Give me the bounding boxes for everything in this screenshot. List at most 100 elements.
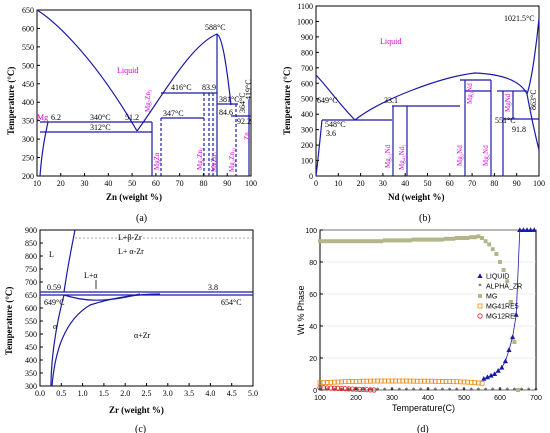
mg41re5-point bbox=[360, 378, 366, 384]
mg-point bbox=[368, 239, 373, 244]
mg-point bbox=[418, 237, 423, 242]
panel-a-tag: (a) bbox=[136, 213, 147, 224]
y-tick-label: 750 bbox=[25, 265, 37, 274]
panel-a-liquidus-right bbox=[136, 33, 232, 132]
panel-b-ann-649: 649°C bbox=[317, 96, 338, 105]
y-tick-label: 1100 bbox=[297, 2, 313, 11]
mg-point bbox=[404, 238, 409, 243]
x-tick-label: 10 bbox=[33, 179, 41, 188]
panel-a-ann-340: 340°C bbox=[90, 113, 111, 122]
panel-b-ann-331: 33.1 bbox=[384, 96, 398, 105]
panel-b-ann-36: 3.6 bbox=[326, 129, 336, 138]
alpha-zr-point: * bbox=[390, 387, 394, 395]
legend-label: MG bbox=[486, 294, 497, 301]
panel-c-tag: (c) bbox=[135, 424, 146, 433]
x-tick-label: 4.5 bbox=[227, 389, 237, 398]
panel-d-ticks: 100 200 300 400 500 600 700 0 20 40 60 80 100 bbox=[305, 228, 542, 402]
liquid-point bbox=[524, 227, 530, 232]
y-tick-label: 550 bbox=[25, 317, 37, 326]
x-tick-label: 1.0 bbox=[78, 389, 88, 398]
alpha-zr-point: * bbox=[405, 387, 409, 395]
x-tick-label: 90 bbox=[513, 179, 521, 188]
x-tick-label: 40 bbox=[401, 179, 409, 188]
panel-c-ann-649: 649°C bbox=[44, 298, 65, 307]
x-tick-label: 50 bbox=[424, 179, 432, 188]
mg-point bbox=[332, 239, 337, 244]
panel-a-phase-mg2zn3: Mg₂Zn₃ bbox=[196, 147, 204, 170]
alpha-zr-point: * bbox=[505, 387, 509, 395]
mg-point bbox=[375, 239, 380, 244]
x-tick-label: 80 bbox=[490, 179, 498, 188]
x-tick-label: 50 bbox=[128, 179, 136, 188]
panel-b-tag: (b) bbox=[419, 213, 431, 224]
mg-point bbox=[325, 239, 330, 244]
x-tick-label: 60 bbox=[152, 179, 160, 188]
panel-b-ann-863: 863°C bbox=[529, 89, 538, 110]
y-tick-label: 800 bbox=[25, 252, 37, 261]
alpha-zr-point: * bbox=[527, 387, 531, 395]
alpha-zr-point: * bbox=[448, 387, 452, 395]
x-tick-label: 20 bbox=[57, 179, 65, 188]
liquid-point bbox=[499, 364, 505, 370]
y-tick-label: 900 bbox=[25, 226, 37, 235]
mg-point bbox=[343, 239, 348, 244]
mg-point bbox=[354, 239, 358, 244]
alpha-zr-point: * bbox=[498, 387, 502, 395]
y-tick-label: 600 bbox=[25, 304, 37, 313]
x-tick-label: 100 bbox=[533, 179, 545, 188]
alpha-zr-point: * bbox=[397, 387, 401, 395]
mg12re-point bbox=[342, 386, 348, 392]
panel-c: 0.0 0.5 1.0 1.5 2.0 2.5 3.0 3.5 4.0 4.5 5.0 300 350 4… bbox=[4, 226, 258, 433]
y-tick-label: 450 bbox=[25, 343, 37, 352]
x-tick-label: 3.0 bbox=[163, 389, 173, 398]
x-tick-label: 200 bbox=[350, 395, 362, 402]
alpha-zr-point: * bbox=[520, 387, 524, 395]
mg-point bbox=[411, 237, 416, 242]
alpha-zr-point: * bbox=[477, 387, 481, 395]
panel-c-region-alphazr: α+Zr bbox=[134, 331, 151, 340]
alpha-zr-point: * bbox=[478, 283, 482, 291]
panel-b-phase-mg3nd: Mg₃Nd bbox=[456, 145, 464, 166]
x-tick-label: 100 bbox=[245, 179, 257, 188]
mg12re-point bbox=[477, 313, 483, 319]
y-tick-label: 500 bbox=[301, 95, 313, 104]
x-tick-label: 0.5 bbox=[56, 389, 66, 398]
panel-c-region-lazr: L+ α-Zr bbox=[118, 247, 144, 256]
y-tick-label: 500 bbox=[25, 330, 37, 339]
panel-c-region-lbzr: L+β-Zr bbox=[118, 233, 142, 242]
mg41re5-point bbox=[324, 380, 330, 385]
panel-c-ann-38: 3.8 bbox=[208, 283, 218, 292]
mg-point bbox=[444, 236, 448, 241]
alpha-zr-point: * bbox=[441, 387, 445, 395]
mg-point bbox=[357, 239, 362, 244]
panel-a-mg-solvus bbox=[39, 121, 49, 177]
panel-a-phase-mg: Mg bbox=[37, 113, 48, 122]
liquid-point bbox=[506, 347, 512, 352]
liquid-point bbox=[528, 227, 534, 232]
mg41re5-point bbox=[468, 379, 474, 385]
mg12re-point bbox=[320, 385, 327, 391]
x-tick-label: 90 bbox=[223, 179, 231, 188]
mg-point bbox=[415, 237, 420, 242]
mg-point bbox=[447, 236, 452, 241]
panel-c-ylabel: Temperature (°C) bbox=[4, 287, 14, 355]
panel-d-series: * * * * * * * * * * * * * * * * * * * * * * * * * * * * * * * bbox=[317, 227, 538, 395]
panel-a-phase-mgzn2: MgZn₂ bbox=[210, 152, 218, 173]
mg12re-point bbox=[324, 385, 330, 391]
panel-b-mg-solvus bbox=[315, 119, 323, 177]
y-tick-label: 450 bbox=[22, 80, 34, 89]
mg-point bbox=[440, 237, 445, 242]
y-tick-label: 60 bbox=[309, 292, 317, 299]
y-tick-label: 40 bbox=[309, 324, 317, 331]
mg-point bbox=[465, 236, 470, 240]
y-tick-label: 400 bbox=[25, 356, 37, 365]
x-tick-label: 500 bbox=[458, 395, 470, 402]
x-tick-label: 0 bbox=[314, 179, 318, 188]
y-tick-label: 20 bbox=[309, 356, 317, 363]
mg-point bbox=[451, 236, 456, 241]
series-mg bbox=[318, 234, 520, 392]
panel-a-ticks: 10 20 30 40 50 60 70 80 90 100 200 250 300 350 400 450 5… bbox=[22, 6, 257, 188]
panel-b-phase-mg12nd: Mg₁₂Nd bbox=[384, 144, 392, 168]
panel-a-ann-312: 312°C bbox=[90, 123, 111, 132]
alpha-zr-point: * bbox=[491, 387, 495, 395]
